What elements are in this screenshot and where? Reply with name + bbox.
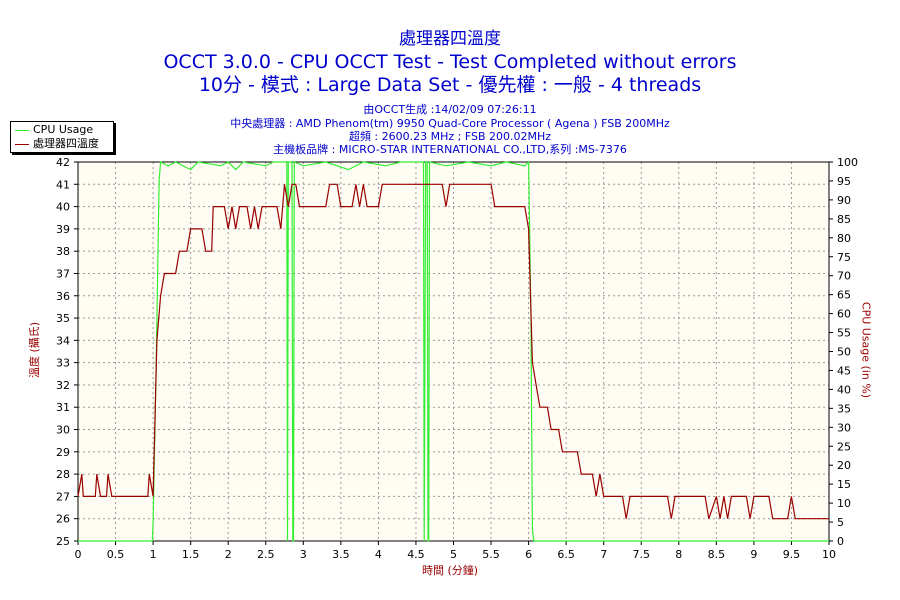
y-tick-label-right: 85 [837, 213, 851, 226]
legend-swatch-cpu-usage [15, 129, 29, 131]
info-motherboard: 主機板品牌 : MICRO-STAR INTERNATIONAL CO.,LTD… [273, 143, 627, 156]
y-tick-label-right: 15 [837, 478, 851, 491]
x-tick-label: 2.5 [257, 548, 275, 561]
x-tick-label: 5 [450, 548, 457, 561]
y-tick-label-left: 39 [56, 223, 70, 236]
x-tick-label: 1 [150, 548, 157, 561]
y-tick-label-right: 50 [837, 346, 851, 359]
info-generated: 由OCCT生成 :14/02/09 07:26:11 [363, 103, 537, 116]
legend-label-temperature: 處理器四溫度 [33, 137, 99, 150]
y-tick-label-right: 55 [837, 327, 851, 340]
x-tick-label: 8 [675, 548, 682, 561]
info-clock: 超頻 : 2600.23 MHz ; FSB 200.02MHz [348, 130, 552, 143]
y-tick-label-right: 30 [837, 421, 851, 434]
series-line-temperature [77, 183, 829, 520]
y-tick-label-left: 35 [56, 312, 70, 325]
y-tick-label-right: 0 [837, 535, 844, 548]
y-tick-label-left: 32 [56, 379, 70, 392]
x-tick-label: 9 [750, 548, 757, 561]
x-tick-label: 9.5 [783, 548, 801, 561]
y-tick-label-left: 41 [56, 178, 70, 191]
legend-swatch-temperature [15, 143, 29, 145]
y-tick-label-right: 25 [837, 440, 851, 453]
y-tick-label-right: 60 [837, 308, 851, 321]
legend-label-cpu-usage: CPU Usage [33, 123, 94, 136]
y-tick-label-left: 34 [56, 334, 70, 347]
y-tick-label-left: 36 [56, 290, 70, 303]
y-tick-label-right: 20 [837, 459, 851, 472]
y-tick-label-right: 95 [837, 175, 851, 188]
y-tick-label-left: 31 [56, 401, 70, 414]
y-tick-label-right: 90 [837, 194, 851, 207]
x-tick-label: 6 [525, 548, 532, 561]
chart-subtitle-1: OCCT 3.0.0 - CPU OCCT Test - Test Comple… [163, 51, 737, 73]
y-tick-label-left: 26 [56, 513, 70, 526]
chart-subtitle-2: 10分 - 模式 : Large Data Set - 優先權 : 一般 - 4… [198, 74, 702, 96]
y-tick-label-left: 38 [56, 245, 70, 258]
x-axis-title: 時間 (分鐘) [421, 564, 479, 577]
y-tick-label-left: 30 [56, 424, 70, 437]
y-tick-label-right: 80 [837, 232, 851, 245]
y-tick-label-right: 5 [837, 516, 844, 529]
x-tick-label: 5.5 [482, 548, 500, 561]
x-tick-label: 0.5 [107, 548, 125, 561]
x-tick-label: 3.5 [332, 548, 350, 561]
y-tick-label-right: 65 [837, 289, 851, 302]
series-line-cpu-usage [78, 160, 829, 542]
x-tick-label: 4.5 [407, 548, 425, 561]
y-tick-label-left: 29 [56, 446, 70, 459]
x-tick-label: 7 [600, 548, 607, 561]
x-tick-label: 7.5 [633, 548, 651, 561]
legend-item-cpu-usage: CPU Usage [15, 123, 93, 137]
y-axis-title-left: 溫度 (攝氏) [28, 321, 41, 379]
y-tick-label-right: 75 [837, 251, 851, 264]
x-tick-label: 8.5 [708, 548, 726, 561]
info-cpu: 中央處理器 : AMD Phenom(tm) 9950 Quad-Core Pr… [230, 117, 670, 130]
x-tick-label: 10 [822, 548, 836, 561]
y-tick-label-left: 28 [56, 468, 70, 481]
y-tick-label-left: 27 [56, 490, 70, 503]
x-tick-label: 4 [375, 548, 382, 561]
legend-item-temperature: 處理器四溫度 [15, 137, 99, 151]
y-tick-label-right: 40 [837, 383, 851, 396]
legend: CPU Usage 處理器四溫度 [10, 121, 114, 153]
y-tick-label-left: 33 [56, 357, 70, 370]
x-tick-label: 0 [75, 548, 82, 561]
y-tick-label-right: 10 [837, 497, 851, 510]
y-axis-title-right: CPU Usage (in %) [859, 301, 873, 399]
y-tick-label-right: 35 [837, 402, 851, 415]
y-tick-label-left: 37 [56, 267, 70, 280]
chart-title: 處理器四溫度 [399, 29, 501, 49]
x-tick-label: 2 [225, 548, 232, 561]
y-tick-label-right: 45 [837, 364, 851, 377]
x-tick-label: 3 [300, 548, 307, 561]
x-tick-label: 6.5 [557, 548, 575, 561]
y-tick-label-left: 25 [56, 535, 70, 548]
y-tick-label-left: 40 [56, 201, 70, 214]
x-tick-label: 1.5 [182, 548, 200, 561]
y-tick-label-left: 42 [56, 156, 70, 169]
y-tick-label-right: 100 [837, 156, 858, 169]
y-tick-label-right: 70 [837, 270, 851, 283]
